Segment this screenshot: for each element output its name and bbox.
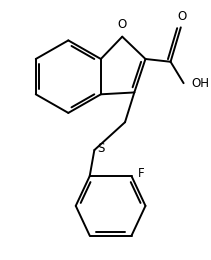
Text: S: S (97, 142, 104, 155)
Text: O: O (118, 18, 127, 31)
Text: F: F (138, 167, 145, 180)
Text: OH: OH (191, 77, 209, 90)
Text: O: O (177, 10, 186, 23)
